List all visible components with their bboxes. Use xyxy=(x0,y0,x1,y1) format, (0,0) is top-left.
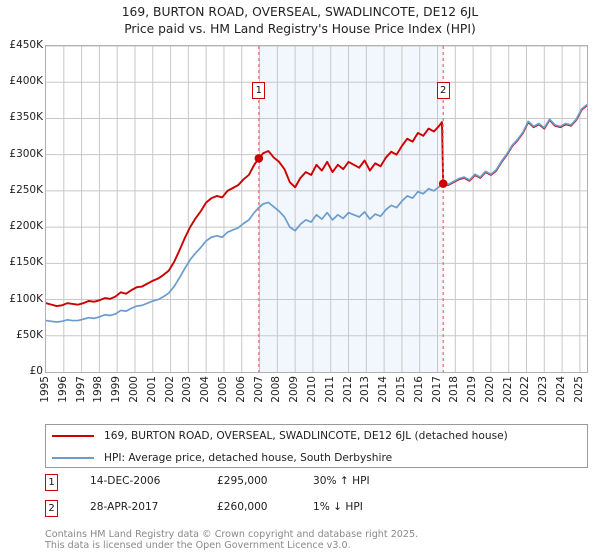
x-tick-label: 2001 xyxy=(145,376,158,403)
x-axis-labels: 1995 1996 1997 1998 1999 2000 2001 2002 2003 2004… xyxy=(39,376,588,422)
page-title: 169, BURTON ROAD, OVERSEAL, SWADLINCOTE,… xyxy=(0,4,600,38)
transaction-date: 28-APR-2017 xyxy=(90,501,159,513)
footer-line-2: This data is licensed under the Open Gov… xyxy=(45,540,351,552)
y-tick-label: £150K xyxy=(9,256,43,269)
footer-attribution: Contains HM Land Registry data © Crown c… xyxy=(45,529,590,552)
transaction-badge: 2 xyxy=(45,500,58,517)
x-tick-label: 1998 xyxy=(92,376,105,403)
sale-callout-2: 2 xyxy=(436,82,450,99)
x-tick-label: 2021 xyxy=(501,376,514,403)
x-tick-label: 2000 xyxy=(127,376,140,403)
x-tick-label: 2009 xyxy=(288,376,301,403)
x-tick-label: 2022 xyxy=(519,376,532,403)
title-line-2: Price paid vs. HM Land Registry's House … xyxy=(124,22,476,36)
x-tick-label: 2006 xyxy=(234,376,247,403)
legend-color-swatch xyxy=(52,457,94,459)
x-tick-label: 2008 xyxy=(270,376,283,403)
x-tick-label: 2010 xyxy=(305,376,318,403)
transaction-price: £295,000 xyxy=(217,475,268,487)
x-tick-label: 1996 xyxy=(56,376,69,403)
x-tick-label: 2014 xyxy=(377,376,390,403)
sale-marker-dot xyxy=(254,153,264,163)
y-tick-label: £100K xyxy=(9,292,43,305)
x-tick-label: 2015 xyxy=(394,376,407,403)
y-tick-label: £50K xyxy=(16,328,43,341)
y-tick-label: £450K xyxy=(9,39,43,51)
x-tick-label: 2003 xyxy=(181,376,194,403)
y-tick-label: £0 xyxy=(29,365,43,377)
sale-marker-dot xyxy=(438,179,448,188)
x-tick-label: 2002 xyxy=(163,376,176,403)
transaction-hpi-delta: 1% ↓ HPI xyxy=(313,501,363,513)
x-tick-label: 2020 xyxy=(483,376,496,403)
transaction-list: 1 14-DEC-2006 £295,000 30% ↑ HPI 2 28-APR-201… xyxy=(45,474,588,526)
x-tick-label: 1999 xyxy=(110,376,123,403)
x-tick-label: 2019 xyxy=(466,376,479,403)
footer-line-1: Contains HM Land Registry data © Crown c… xyxy=(45,529,419,540)
x-tick-label: 2023 xyxy=(537,376,550,403)
x-tick-label: 2007 xyxy=(252,376,265,403)
x-tick-label: 2005 xyxy=(216,376,229,403)
y-tick-label: £300K xyxy=(9,147,43,160)
x-tick-label: 2011 xyxy=(323,376,336,403)
x-tick-label: 2016 xyxy=(412,376,425,403)
x-tick-label: 2017 xyxy=(430,376,443,403)
x-tick-label: 1995 xyxy=(39,376,51,403)
x-tick-label: 2025 xyxy=(572,376,585,403)
legend-label: 169, BURTON ROAD, OVERSEAL, SWADLINCOTE,… xyxy=(104,430,508,442)
x-tick-label: 2024 xyxy=(555,376,568,403)
y-tick-label: £350K xyxy=(9,111,43,124)
x-tick-label: 2012 xyxy=(341,376,354,403)
x-tick-label: 2004 xyxy=(199,376,212,403)
y-axis-labels: £0 £50K £100K £150K £200K £250K £300K £350K £400… xyxy=(0,39,43,377)
legend-item-2: HPI: Average price, detached house, Sout… xyxy=(46,447,587,469)
legend-item-1: 169, BURTON ROAD, OVERSEAL, SWADLINCOTE,… xyxy=(46,425,587,447)
y-tick-label: £200K xyxy=(9,220,43,233)
chart-container: £0 £50K £100K £150K £200K £250K £300K £350K £400… xyxy=(0,39,600,403)
x-tick-label: 2018 xyxy=(448,376,461,403)
x-tick-label: 2013 xyxy=(359,376,372,403)
hpi-line xyxy=(46,103,587,323)
x-tick-label: 1997 xyxy=(74,376,87,403)
sale-callout-1: 1 xyxy=(252,82,266,99)
ownership-band xyxy=(258,46,444,372)
transaction-price: £260,000 xyxy=(217,501,268,513)
transaction-date: 14-DEC-2006 xyxy=(90,475,161,487)
y-tick-label: £250K xyxy=(9,183,43,196)
legend-color-swatch xyxy=(52,435,94,437)
transaction-badge: 1 xyxy=(45,474,58,491)
legend-label: HPI: Average price, detached house, Sout… xyxy=(104,452,393,464)
y-tick-label: £400K xyxy=(9,75,43,88)
chart-svg xyxy=(46,46,587,372)
title-line-1: 169, BURTON ROAD, OVERSEAL, SWADLINCOTE,… xyxy=(121,5,479,19)
transaction-hpi-delta: 30% ↑ HPI xyxy=(313,475,370,487)
transaction-row: 2 28-APR-2017 £260,000 1% ↓ HPI xyxy=(45,500,588,526)
transaction-row: 1 14-DEC-2006 £295,000 30% ↑ HPI xyxy=(45,474,588,500)
chart-legend: 169, BURTON ROAD, OVERSEAL, SWADLINCOTE,… xyxy=(45,424,588,468)
